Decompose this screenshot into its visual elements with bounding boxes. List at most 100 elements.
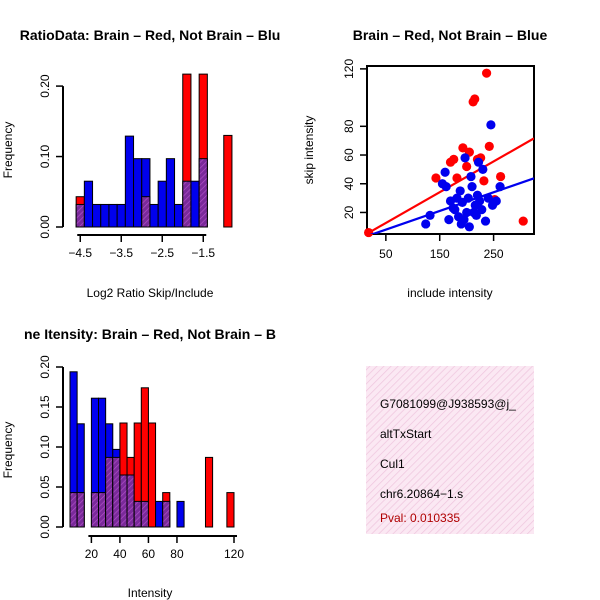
x-tick-label-0-3: −1.5 bbox=[191, 246, 215, 260]
scatter-x-tick-label-2: 250 bbox=[484, 247, 504, 261]
point-1-14 bbox=[460, 153, 470, 163]
overlap-bar-0-15 bbox=[198, 158, 208, 228]
point-1-1 bbox=[425, 210, 435, 220]
point-1-26 bbox=[477, 204, 487, 215]
point-1-3 bbox=[441, 182, 451, 192]
overlap-bar-2-13 bbox=[162, 500, 171, 528]
point-0-9 bbox=[470, 94, 480, 104]
point-0-13 bbox=[481, 68, 492, 78]
scatter-y-tick-label-4: 120 bbox=[342, 59, 356, 79]
info-event-type: altTxStart bbox=[380, 427, 432, 441]
intensity-bars bbox=[69, 371, 235, 528]
point-1-34 bbox=[440, 167, 450, 177]
point-0-1 bbox=[431, 173, 441, 183]
bar-0-5 bbox=[116, 203, 126, 228]
bar-0-7 bbox=[133, 158, 143, 228]
scatter-xlabel: include intensity bbox=[407, 286, 492, 300]
ratio-bars bbox=[75, 73, 233, 228]
x-tick-label-0-1: −3.5 bbox=[109, 246, 133, 260]
point-1-25 bbox=[474, 196, 485, 206]
point-1-15 bbox=[462, 207, 472, 218]
overlap-bar-2-4 bbox=[98, 492, 107, 528]
bar-2-22 bbox=[226, 492, 235, 528]
bar-0-11 bbox=[165, 158, 176, 228]
point-1-17 bbox=[464, 222, 474, 232]
bar-0-9 bbox=[149, 203, 159, 228]
x-tick-label-0-0: −4.5 bbox=[68, 246, 92, 260]
bar-0-3 bbox=[100, 203, 110, 228]
point-1-16 bbox=[463, 193, 473, 203]
y-tick-label-0-0: 0.00 bbox=[38, 215, 52, 239]
overlap-bar-0-0 bbox=[75, 203, 85, 228]
scatter-y-tick-label-1: 40 bbox=[342, 177, 356, 191]
point-0-4 bbox=[452, 173, 462, 183]
point-1-7 bbox=[450, 204, 460, 215]
ratio-axes: −4.5 −3.5 −2.5 −1.5 0.00 0.10 0.20 bbox=[38, 74, 215, 260]
point-1-19 bbox=[467, 182, 477, 192]
y-tick-label-2-1: 0.05 bbox=[38, 475, 52, 499]
point-1-13 bbox=[459, 215, 469, 225]
point-0-5 bbox=[458, 143, 468, 153]
info-location: chr6.20864−1.s bbox=[380, 487, 463, 501]
point-1-30 bbox=[486, 120, 496, 130]
bar-2-19 bbox=[204, 456, 214, 528]
ratio-xlabel: Log2 Ratio Skip/Include bbox=[87, 286, 214, 300]
scatter-ylabel: skip intensity bbox=[302, 116, 316, 185]
x-tick-label-2-1: 40 bbox=[113, 547, 127, 561]
point-1-4 bbox=[444, 215, 454, 225]
bar-0-18 bbox=[223, 134, 233, 228]
y-tick-label-2-0: 0.00 bbox=[38, 515, 52, 539]
overlap-bar-2-8 bbox=[126, 474, 135, 528]
overlap-bar-2-5 bbox=[105, 456, 114, 528]
point-1-28 bbox=[480, 216, 491, 226]
overlap-bar-2-1 bbox=[76, 492, 85, 528]
scatter-y-tick-label-2: 60 bbox=[342, 148, 356, 162]
bar-0-4 bbox=[108, 203, 118, 228]
y-tick-label-0-1: 0.10 bbox=[38, 145, 52, 169]
bar-0-2 bbox=[92, 203, 102, 228]
overlap-bar-2-0 bbox=[69, 492, 78, 528]
point-1-22 bbox=[471, 210, 481, 220]
x-tick-label-0-2: −2.5 bbox=[150, 246, 174, 260]
point-1-24 bbox=[473, 157, 484, 167]
info-event-id: G7081099@J938593@j_ bbox=[380, 397, 516, 411]
bar-2-12 bbox=[155, 500, 164, 528]
intensity-xlabel: Intensity bbox=[128, 586, 173, 600]
x-tick-label-2-0: 20 bbox=[85, 547, 99, 561]
scatter-plot: 50 150 250 20 40 60 80 120 bbox=[342, 59, 535, 261]
intensity-axes: 20 40 60 80 120 0.00 0.05 0.10 0.15 0.20 bbox=[38, 355, 244, 561]
overlap-bar-2-9 bbox=[133, 500, 142, 528]
bar-2-11 bbox=[147, 422, 157, 528]
info-panel-background bbox=[366, 366, 534, 534]
info-panel: G7081099@J938593@j_ altTxStart Cul1 chr6… bbox=[366, 366, 534, 534]
overlap-bar-0-13 bbox=[182, 180, 192, 228]
bar-0-1 bbox=[83, 180, 94, 228]
intensity-ylabel: Frequency bbox=[1, 422, 15, 479]
point-0-14 bbox=[484, 141, 494, 152]
bar-0-12 bbox=[174, 203, 184, 228]
bar-0-14 bbox=[190, 180, 200, 228]
bar-0-6 bbox=[124, 135, 135, 228]
point-0-16 bbox=[496, 171, 506, 182]
bar-2-15 bbox=[176, 500, 185, 528]
point-0-12 bbox=[479, 176, 489, 186]
y-tick-label-0-2: 0.20 bbox=[38, 74, 52, 98]
y-tick-label-2-4: 0.20 bbox=[38, 355, 52, 379]
y-tick-label-2-2: 0.10 bbox=[38, 435, 52, 459]
x-tick-label-2-3: 80 bbox=[170, 547, 184, 561]
point-1-33 bbox=[495, 182, 505, 192]
point-0-17 bbox=[518, 216, 528, 226]
point-1-32 bbox=[491, 196, 501, 206]
intensity-title: ne Itensity: Brain – Red, Not Brain – B bbox=[24, 326, 276, 342]
intensity-histogram: ne Itensity: Brain – Red, Not Brain – B … bbox=[1, 326, 276, 600]
scatter-x-tick-label-0: 50 bbox=[379, 247, 393, 261]
point-1-10 bbox=[455, 186, 465, 196]
point-1-29 bbox=[483, 193, 493, 203]
overlap-bar-2-10 bbox=[140, 500, 149, 528]
point-1-18 bbox=[466, 171, 476, 182]
scatter-frame bbox=[366, 65, 535, 235]
ratio-title: RatioData: Brain – Red, Not Brain – Blu bbox=[20, 27, 281, 43]
point-1-0 bbox=[421, 219, 431, 229]
point-0-3 bbox=[449, 154, 459, 164]
